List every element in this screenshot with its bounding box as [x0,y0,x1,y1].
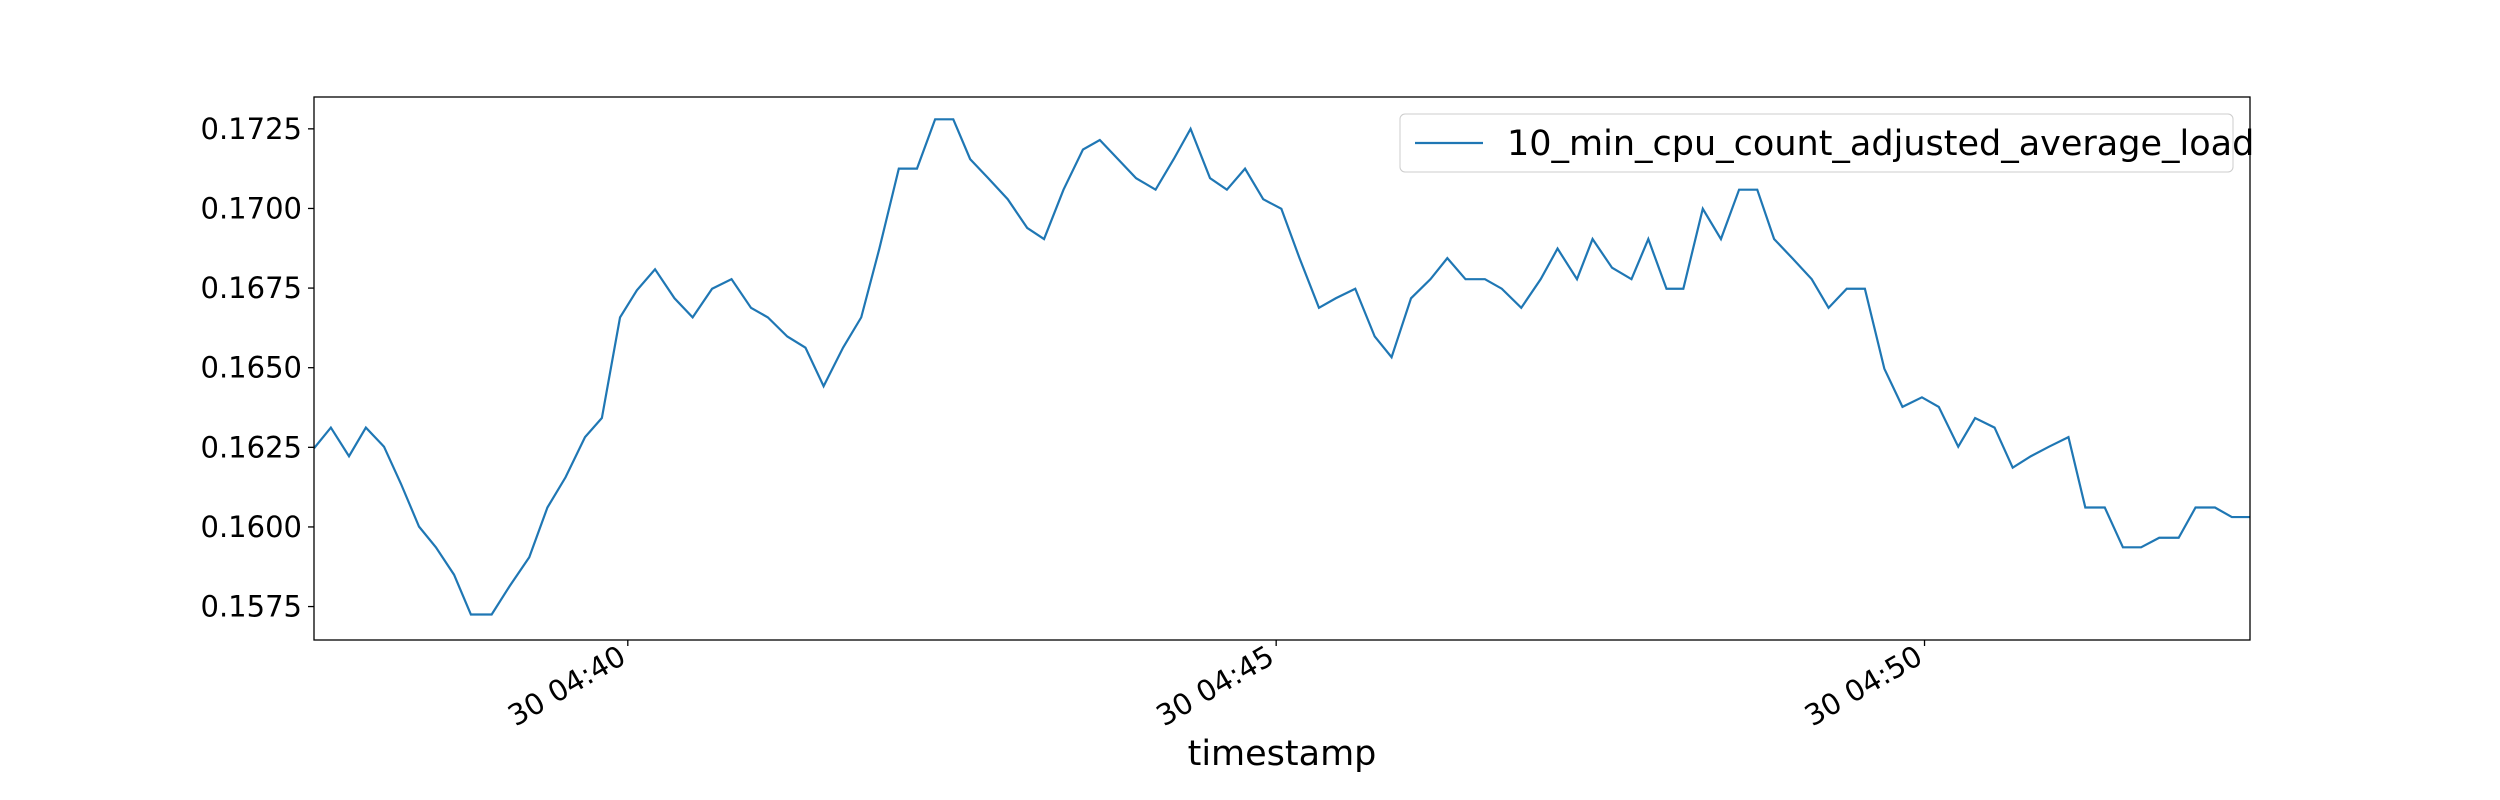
y-tick-label: 0.1700 [201,191,302,225]
x-tick-label: 30 04:45 [1150,639,1279,733]
y-tick-label: 0.1625 [201,430,302,464]
data-line [314,118,2250,616]
y-tick-label: 0.1675 [201,271,302,305]
y-tick-label: 0.1600 [201,510,302,544]
y-tick-label: 0.1650 [201,351,302,385]
x-axis-label: timestamp [1188,734,1377,774]
y-tick-label: 0.1725 [201,112,302,146]
legend-label: 10_min_cpu_count_adjusted_average_load [1507,124,2254,164]
x-tick-label: 30 04:50 [1799,639,1928,733]
legend-box [1399,113,2234,173]
plot-frame [313,96,2251,641]
y-tick-label: 0.1575 [201,590,302,624]
legend: 10_min_cpu_count_adjusted_average_load [1399,113,2254,173]
x-tick-label: 30 04:40 [502,639,631,733]
